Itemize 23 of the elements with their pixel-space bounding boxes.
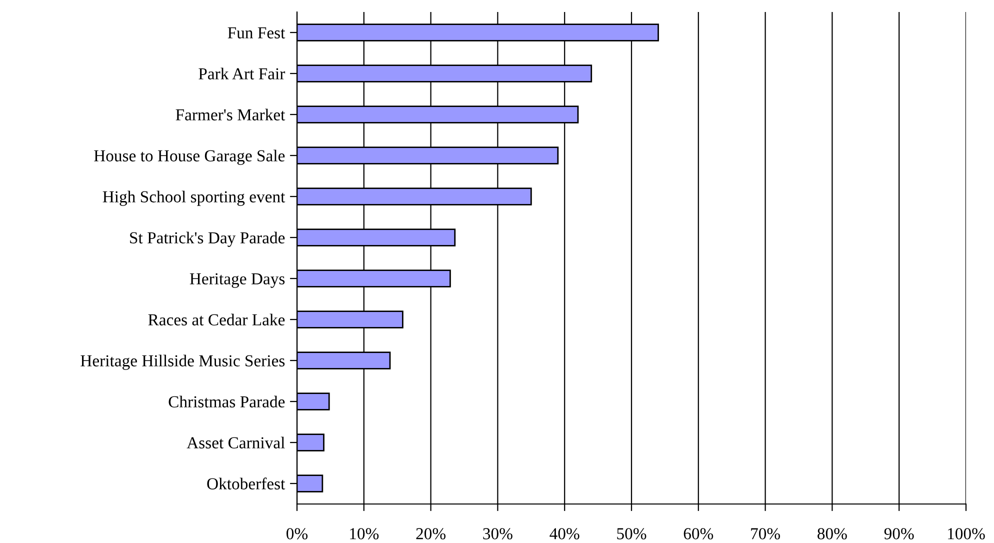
x-tick-label: 0%: [286, 528, 308, 540]
x-tick-label: 80%: [818, 528, 847, 540]
y-tick-label: St Patrick's Day Parade: [130, 232, 285, 247]
y-tick-label: Heritage Hillside Music Series: [80, 354, 285, 370]
x-tick-label: 100%: [948, 528, 985, 540]
y-tick-label: Heritage Days: [190, 273, 285, 288]
x-tick-label: 10%: [350, 528, 379, 540]
x-tick-label: 60%: [684, 528, 714, 540]
y-tick-label: Fun Fest: [228, 27, 286, 38]
y-tick-label: Asset Carnival: [186, 436, 285, 448]
y-tick-label: House to House Garage Sale: [94, 150, 285, 165]
y-tick-label: High School sporting event: [102, 190, 286, 206]
y-tick-label: Farmer's Market: [176, 108, 286, 120]
x-tick-label: 70%: [751, 528, 780, 540]
x-tick-label: 50%: [617, 528, 646, 540]
x-tick-label: 40%: [550, 528, 580, 540]
x-tick-label: 30%: [483, 528, 512, 540]
x-tick-label: 20%: [416, 528, 446, 540]
y-tick-label: Park Art Fair: [198, 68, 286, 80]
x-tick-label: 90%: [884, 528, 914, 540]
y-tick-label: Oktoberfest: [207, 478, 286, 490]
y-tick-label: Christmas Parade: [168, 396, 285, 408]
y-tick-label: Races at Cedar Lake: [148, 314, 285, 326]
